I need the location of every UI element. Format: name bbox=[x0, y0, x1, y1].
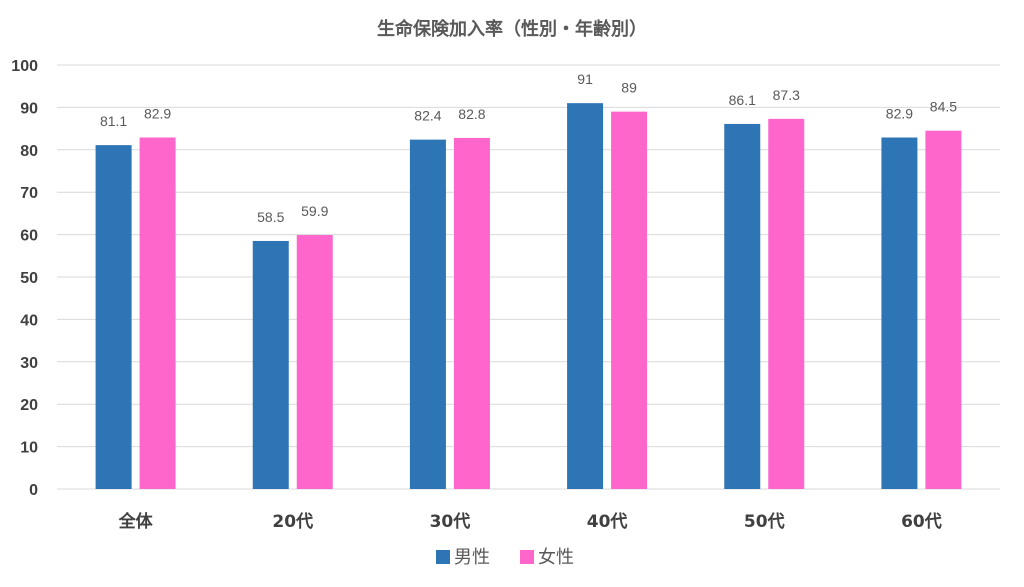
bar-female bbox=[296, 235, 333, 489]
data-label: 59.9 bbox=[301, 203, 328, 219]
legend: 男性 女性 bbox=[436, 547, 574, 568]
x-tick-label: 30代 bbox=[430, 511, 471, 532]
data-label: 86.1 bbox=[729, 92, 756, 108]
data-label: 91 bbox=[577, 71, 593, 87]
bar-female bbox=[453, 137, 490, 490]
data-label: 87.3 bbox=[773, 87, 800, 103]
bar-male bbox=[567, 103, 604, 489]
gridlines bbox=[57, 64, 1000, 490]
data-label: 82.9 bbox=[144, 106, 171, 122]
data-label: 82.4 bbox=[414, 108, 441, 124]
x-tick-label: 全体 bbox=[118, 511, 154, 532]
y-tick-label: 20 bbox=[20, 397, 38, 414]
y-tick-label: 40 bbox=[20, 312, 38, 329]
x-tick-label: 60代 bbox=[901, 511, 942, 532]
legend-label: 男性 bbox=[454, 547, 490, 568]
data-label: 82.9 bbox=[886, 106, 913, 122]
chart-title: 生命保険加入率（性別・年齢別） bbox=[377, 18, 647, 40]
bar-male bbox=[95, 145, 132, 490]
data-label: 89 bbox=[621, 80, 637, 96]
data-label: 84.5 bbox=[930, 99, 957, 115]
bar-female bbox=[139, 137, 176, 489]
y-tick-label: 70 bbox=[20, 185, 38, 202]
x-axis-ticks: 全体 20代 30代 40代 50代 60代 bbox=[118, 511, 942, 532]
y-tick-label: 100 bbox=[11, 58, 38, 75]
y-tick-label: 50 bbox=[20, 270, 38, 287]
y-axis-ticks: 0 10 20 30 40 50 60 70 80 90 100 bbox=[11, 58, 38, 499]
legend-swatch bbox=[436, 550, 450, 564]
x-tick-label: 50代 bbox=[744, 511, 785, 532]
bar-female bbox=[768, 118, 805, 490]
legend-label: 女性 bbox=[538, 547, 574, 568]
y-tick-label: 10 bbox=[20, 440, 38, 457]
bar-male bbox=[409, 139, 446, 489]
x-tick-label: 20代 bbox=[272, 511, 313, 532]
y-tick-label: 90 bbox=[20, 100, 38, 117]
y-tick-label: 30 bbox=[20, 355, 38, 372]
data-label: 58.5 bbox=[257, 209, 284, 225]
x-tick-label: 40代 bbox=[587, 511, 628, 532]
bars bbox=[95, 103, 962, 490]
bar-female bbox=[925, 130, 962, 489]
y-tick-label: 60 bbox=[20, 228, 38, 245]
y-tick-label: 0 bbox=[29, 482, 38, 499]
data-labels: 81.1 82.9 58.5 59.9 82.4 82.8 91 89 86.1 87.3 82.9… bbox=[100, 71, 957, 225]
data-label: 82.8 bbox=[458, 106, 485, 122]
bar-male bbox=[724, 123, 761, 489]
y-tick-label: 80 bbox=[20, 143, 38, 160]
bar-male bbox=[881, 137, 918, 489]
data-label: 81.1 bbox=[100, 113, 127, 129]
bar-female bbox=[611, 111, 648, 489]
bar-male bbox=[252, 240, 289, 489]
legend-swatch bbox=[520, 550, 534, 564]
